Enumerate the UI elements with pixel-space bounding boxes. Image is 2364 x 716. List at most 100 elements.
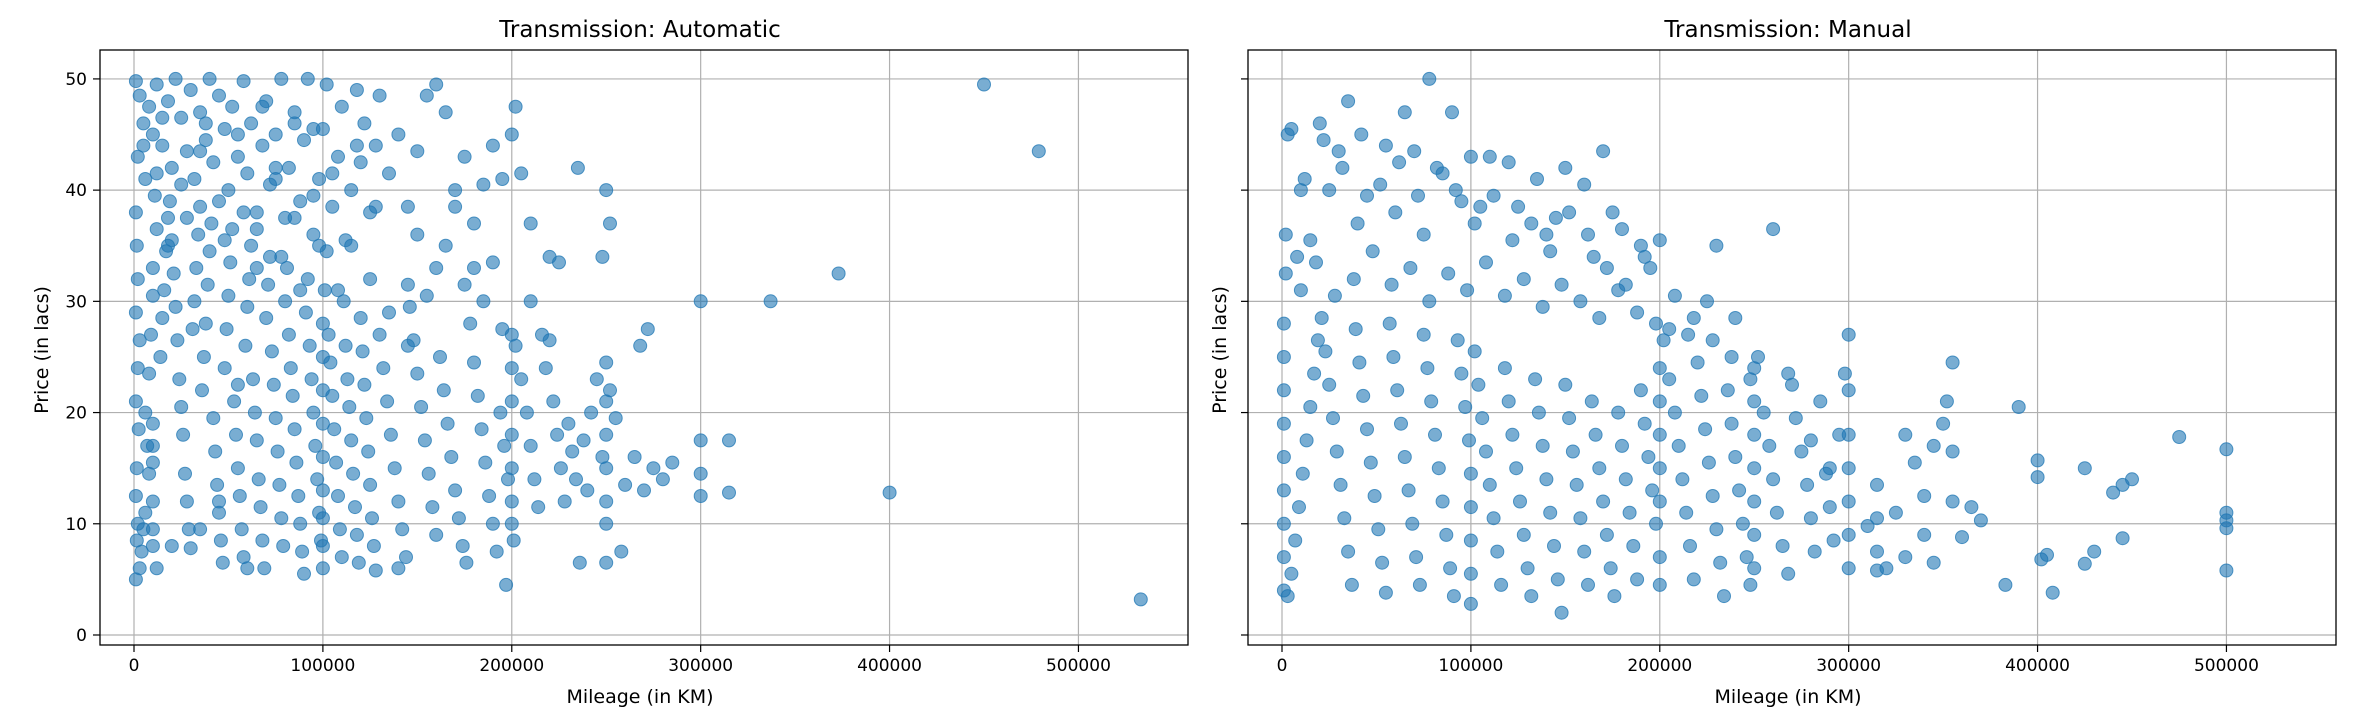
manual-data-point [1700, 294, 1714, 309]
automatic-data-point [168, 71, 183, 86]
automatic-data-point [504, 361, 519, 376]
automatic-data-point [382, 305, 396, 320]
automatic-data-point [514, 166, 529, 181]
manual-y-axis-label: Price (in lacs) [1209, 286, 1231, 414]
automatic-data-point [569, 472, 583, 487]
automatic-data-point [366, 539, 381, 553]
automatic-data-point [129, 461, 144, 476]
automatic-data-point [346, 466, 361, 481]
manual-data-point [2125, 472, 2139, 487]
manual-data-point [1964, 500, 1979, 515]
manual-data-point [1463, 500, 1478, 515]
automatic-data-point [429, 261, 444, 275]
automatic-data-point [599, 461, 614, 476]
automatic-data-point [128, 489, 143, 503]
automatic-data-point [550, 427, 565, 442]
manual-data-point [1528, 372, 1543, 387]
manual-data-point [1945, 494, 1960, 509]
automatic-data-point [174, 110, 189, 125]
manual-data-point [1917, 489, 1932, 503]
manual-data-point [1463, 596, 1478, 611]
automatic-data-point [391, 494, 406, 509]
automatic-data-point [599, 516, 614, 531]
automatic-data-point [485, 255, 500, 270]
manual-data-point [1409, 550, 1424, 565]
manual-data-point [1511, 199, 1526, 214]
automatic-data-point [315, 511, 330, 526]
manual-data-point [1367, 489, 1382, 503]
manual-data-point [1751, 350, 1765, 364]
automatic-data-point [198, 316, 213, 331]
automatic-data-point [138, 172, 153, 186]
manual-data-point [1686, 572, 1701, 587]
automatic-data-point [145, 127, 160, 142]
automatic-data-point [340, 372, 355, 387]
manual-data-point [1539, 227, 1554, 242]
manual-data-point [1411, 188, 1425, 203]
manual-data-point [1463, 566, 1478, 581]
manual-data-point [1501, 394, 1516, 409]
automatic-data-point [132, 333, 147, 348]
manual-data-point [1530, 172, 1544, 186]
automatic-data-point [504, 394, 519, 409]
automatic-data-point [317, 283, 332, 298]
automatic-data-point [272, 477, 287, 492]
automatic-data-point [145, 261, 160, 275]
automatic-data-point [153, 350, 168, 364]
manual-data-point [1743, 577, 1758, 592]
manual-data-point [1539, 472, 1554, 487]
manual-data-point [1618, 472, 1633, 487]
automatic-data-point [637, 483, 651, 498]
manual-data-point [1327, 288, 1342, 303]
automatic-data-point [527, 472, 542, 487]
manual-data-point [1288, 533, 1303, 548]
automatic-data-point [334, 550, 349, 565]
manual-data-point [1596, 494, 1611, 509]
manual-data-point [1573, 294, 1588, 309]
manual-data-point [1803, 511, 1818, 526]
automatic-data-point [242, 272, 257, 287]
manual-data-point [2045, 585, 2060, 600]
manual-data-point [1573, 511, 1588, 526]
manual-data-point [1652, 427, 1667, 442]
automatic-data-point [198, 133, 213, 148]
manual-data-point [1443, 561, 1458, 576]
automatic-data-point [315, 561, 330, 576]
manual-data-point [1592, 461, 1607, 476]
automatic-data-point [414, 400, 429, 414]
manual-x-tick-label: 500000 [2194, 656, 2259, 676]
automatic-data-point [421, 466, 436, 481]
manual-data-point [1803, 433, 1818, 448]
automatic-data-point [155, 110, 170, 125]
automatic-data-point [603, 383, 617, 398]
automatic-plot-frame [99, 49, 1189, 646]
automatic-data-point [244, 238, 259, 253]
manual-data-point [1471, 377, 1486, 392]
automatic-data-point [230, 461, 245, 476]
automatic-data-point [419, 88, 434, 103]
manual-data-point [1360, 188, 1374, 203]
automatic-data-point [448, 199, 463, 214]
automatic-data-point [495, 172, 510, 186]
automatic-data-point [128, 394, 143, 409]
automatic-data-point [170, 333, 185, 348]
manual-data-point [1588, 427, 1603, 442]
automatic-data-point [176, 427, 191, 442]
manual-data-point [1329, 444, 1344, 459]
manual-data-point [1371, 522, 1386, 537]
manual-data-point [2219, 442, 2234, 457]
manual-data-point [1486, 188, 1501, 203]
automatic-data-point [179, 210, 194, 225]
manual-data-point [1276, 450, 1291, 464]
automatic-data-point [693, 489, 708, 503]
manual-data-point [1917, 527, 1932, 542]
manual-data-point [1717, 589, 1731, 604]
manual-data-point [1337, 511, 1352, 526]
automatic-data-point [614, 544, 629, 559]
automatic-data-point [128, 205, 143, 220]
manual-data-point [1713, 555, 1728, 570]
manual-data-point [1543, 244, 1558, 259]
automatic-points [128, 71, 1148, 607]
automatic-data-point [368, 199, 383, 214]
automatic-data-point [523, 438, 538, 453]
